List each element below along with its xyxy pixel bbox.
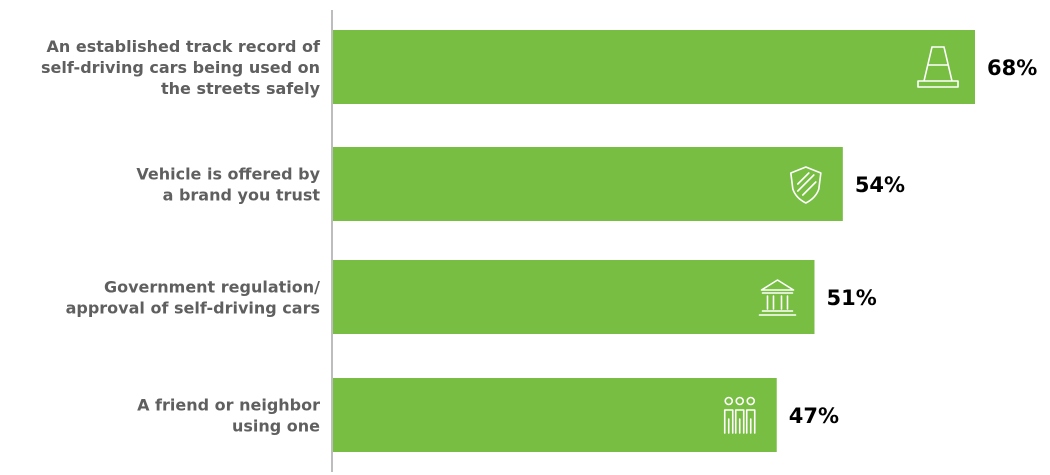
category-label: Vehicle is offered by [136,165,320,184]
government-building-icon [758,279,797,316]
shield-icon [790,166,822,204]
category-label: using one [232,417,320,436]
category-label: a brand you trust [163,186,321,205]
category-label: Government regulation/ [104,278,320,297]
value-label: 47% [789,404,839,428]
value-label: 54% [855,173,905,197]
category-label: approval of self-driving cars [66,299,320,318]
category-label: A friend or neighbor [137,396,320,415]
bar [333,260,815,334]
category-label: self-driving cars being used on [41,58,320,77]
bar [333,147,843,221]
bars-group: 68% An established track record of self-dr… [41,30,1037,452]
bar [333,378,777,452]
people-icon [723,396,756,434]
category-label: An established track record of [47,37,322,56]
bar [333,30,975,104]
traffic-cone-icon [917,46,959,88]
value-label: 51% [827,286,877,310]
category-label: the streets safely [161,79,321,98]
value-label: 68% [987,56,1037,80]
